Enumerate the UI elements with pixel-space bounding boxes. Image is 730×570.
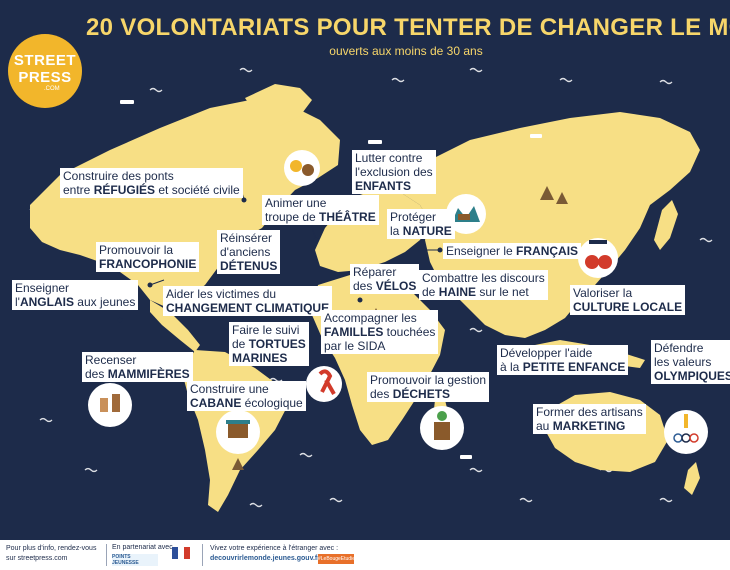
page-subtitle: ouverts aux moins de 30 ans <box>329 44 483 58</box>
label-refugies: Construire des ponts entre RÉFUGIÉS et s… <box>60 168 243 198</box>
label-haine: Combattre les discours de HAINE sur le n… <box>419 270 548 300</box>
label-familles: Accompagner les FAMILLES touchées par le… <box>321 310 439 354</box>
footer-divider <box>202 544 203 566</box>
label-theatre: Animer une troupe de THÉÂTRE <box>262 195 379 225</box>
label-climat: Aider les victimes du CHANGEMENT CLIMATI… <box>163 286 333 316</box>
footer-divider <box>106 544 107 566</box>
page-title: 20 VOLONTARIATS POUR TENTER DE CHANGER L… <box>86 14 730 41</box>
streetpress-logo[interactable]: STREET PRESS .COM <box>8 34 82 108</box>
llama-icon <box>88 383 132 427</box>
central-america <box>150 300 200 352</box>
decouvrirlemonde-link[interactable]: decouvrirlemonde.jeunes.gouv.fr <box>210 555 320 562</box>
footer-info: Pour plus d'info, rendez-vous sur street… <box>6 545 97 562</box>
new-zealand <box>684 462 700 495</box>
olympic-torch-icon <box>664 410 708 454</box>
greenland <box>245 84 312 126</box>
label-detenus: Réinsérer d'anciens DÉTENUS <box>217 230 281 274</box>
footer-partner: En partenariat avec <box>112 544 173 551</box>
label-enfants: Lutter contre l'exclusion des ENFANTS <box>352 150 436 194</box>
label-velos: Réparer des VÉLOS <box>350 264 420 294</box>
label-mammiferes: Recenser des MAMMIFÈRES <box>82 352 193 382</box>
label-petite-enfance: Développer l'aide à la PETITE ENFANCE <box>497 345 629 375</box>
japan <box>654 200 678 250</box>
label-olympiques: Défendre les valeurs OLYMPIQUES <box>651 340 730 384</box>
logo-line-3: .COM <box>44 86 60 92</box>
label-culture: Valoriser la CULTURE LOCALE <box>570 285 686 315</box>
logo-line-1: STREET <box>13 52 77 69</box>
label-nature: Protéger la NATURE <box>387 209 455 239</box>
streetpress-link[interactable]: sur streetpress.com <box>6 555 68 562</box>
label-tortues: Faire le suivi de TORTUES MARINES <box>229 322 309 366</box>
theatre-icon <box>284 150 320 186</box>
label-francais: Enseigner le FRANÇAIS <box>443 243 582 259</box>
republique-francaise-flag-icon <box>172 546 190 559</box>
points-jeunesse-logo: POINTS JEUNESSE <box>112 554 158 566</box>
footer: Pour plus d'info, rendez-vous sur street… <box>0 540 730 570</box>
label-dechets: Promouvoir la gestion des DÉCHETS <box>367 372 490 402</box>
logo-line-2: PRESS <box>18 69 72 86</box>
label-anglais: Enseigner l'ANGLAIS aux jeunes <box>12 280 139 310</box>
label-francophonie: Promouvoir la FRANCOPHONIE <box>96 242 200 272</box>
label-cabane: Construire une CABANE écologique <box>187 381 306 411</box>
label-marketing: Former des artisans au MARKETING <box>533 404 646 434</box>
footer-cta: Vivez votre expérience à l'étranger avec… <box>210 545 339 562</box>
theme-icons <box>88 150 708 454</box>
hashtag-badge: #LeBougeEtudie <box>318 554 355 564</box>
